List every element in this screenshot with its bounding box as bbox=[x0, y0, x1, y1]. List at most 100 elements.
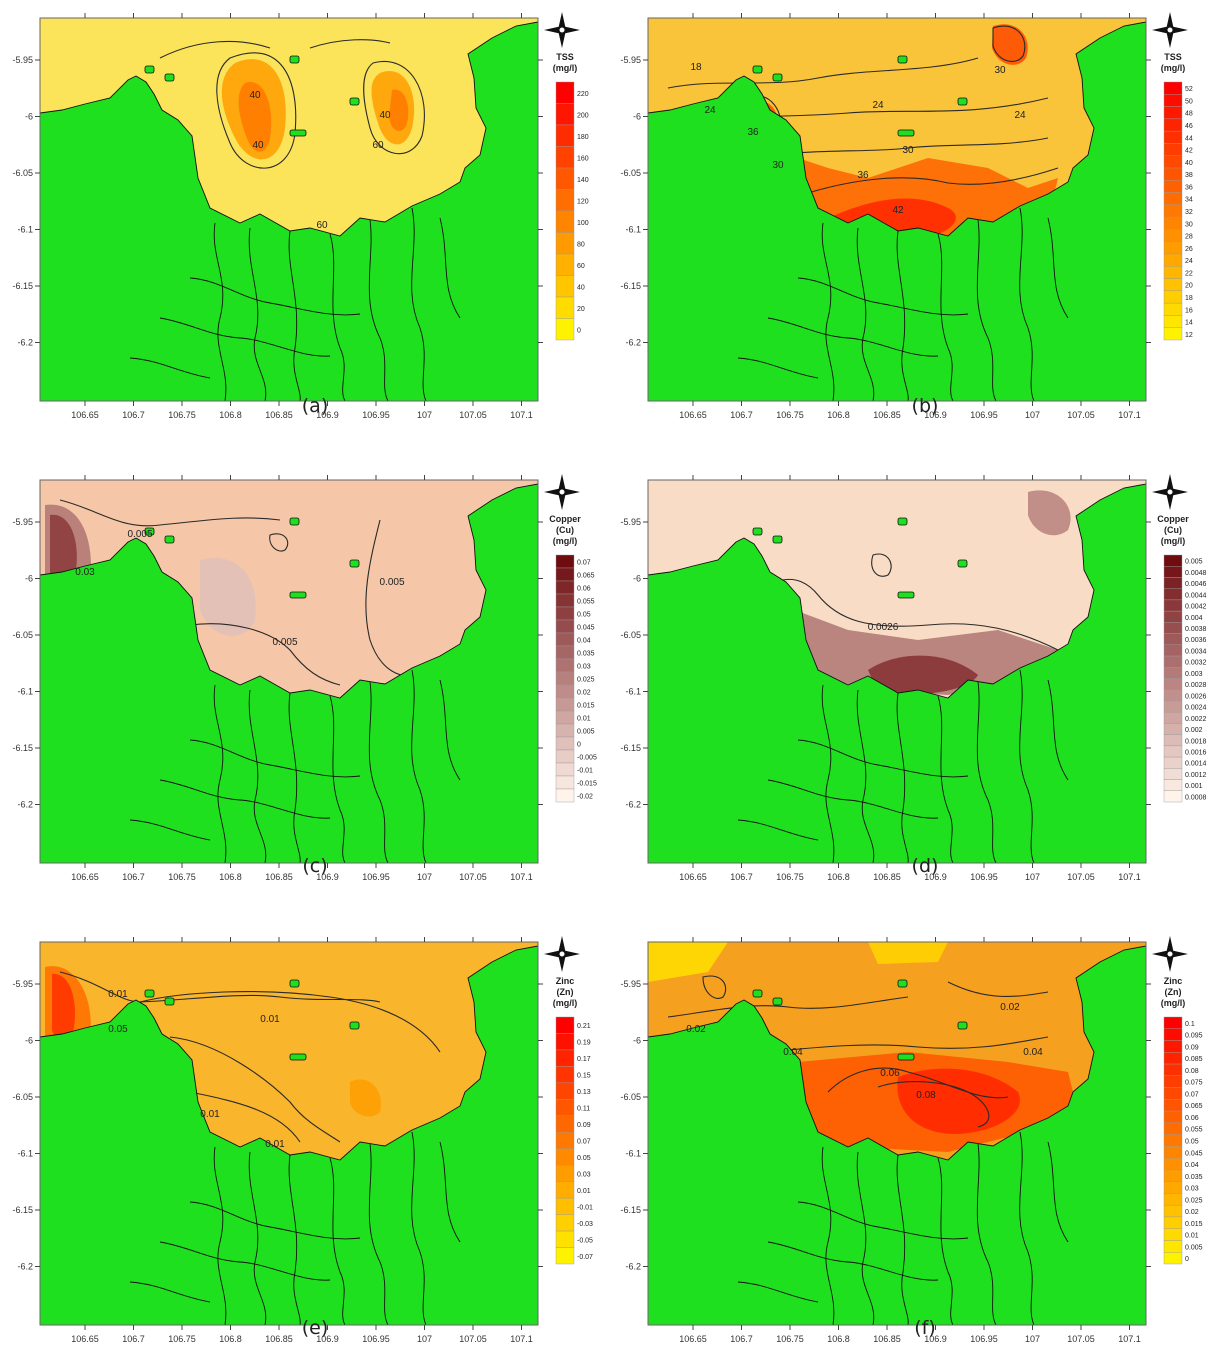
island bbox=[349, 1021, 360, 1030]
legend-swatch bbox=[1163, 253, 1183, 267]
river-line bbox=[129, 1281, 211, 1303]
island bbox=[957, 97, 968, 106]
legend-swatch bbox=[555, 253, 575, 276]
legend-swatch bbox=[1163, 130, 1183, 144]
river-line bbox=[1047, 679, 1069, 781]
legend-value: 0.04 bbox=[577, 638, 591, 645]
legend-swatch bbox=[1163, 1028, 1183, 1041]
river-line bbox=[896, 1154, 909, 1325]
contour-label: 30 bbox=[772, 160, 784, 171]
legend-swatch bbox=[1163, 1181, 1183, 1194]
contour-line bbox=[947, 981, 1049, 998]
x-tick-label: 106.65 bbox=[679, 410, 707, 420]
contour-line bbox=[59, 971, 381, 1003]
concentration-zone bbox=[238, 82, 272, 152]
y-tick-label: -6 bbox=[25, 1036, 33, 1046]
legend-swatch bbox=[555, 684, 575, 699]
contour-line bbox=[189, 1091, 301, 1143]
legend-swatch bbox=[1163, 745, 1183, 758]
concentration-zone bbox=[1028, 490, 1071, 536]
island bbox=[289, 129, 307, 137]
map-frame bbox=[39, 941, 539, 1326]
island bbox=[752, 527, 763, 536]
legend-swatch bbox=[555, 275, 575, 298]
x-tick-label: 107.05 bbox=[459, 1334, 487, 1344]
y-tick-label: -5.95 bbox=[620, 517, 641, 527]
legend-swatch bbox=[555, 167, 575, 190]
legend-value: 140 bbox=[577, 177, 589, 184]
legend-swatch bbox=[1163, 278, 1183, 292]
legend-swatch bbox=[555, 1214, 575, 1232]
legend-value: 0.0022 bbox=[1185, 716, 1207, 723]
island bbox=[144, 989, 155, 998]
river-line bbox=[288, 1154, 301, 1325]
concentration-zone bbox=[389, 89, 409, 131]
river-line bbox=[248, 1151, 267, 1325]
x-tick-label: 106.65 bbox=[71, 872, 99, 882]
island bbox=[957, 559, 968, 568]
legend-swatch bbox=[1163, 1252, 1183, 1265]
river-line bbox=[159, 1241, 331, 1281]
map-panel: 18 24 24 24 36 30 30 30 36 42 106.65 106.7 106.75 106… bbox=[608, 0, 1208, 440]
x-tick-label: 106.75 bbox=[776, 410, 804, 420]
legend-swatch bbox=[1163, 790, 1183, 803]
legend-value: 52 bbox=[1185, 86, 1193, 93]
legend-value: 0.01 bbox=[1185, 1233, 1199, 1240]
legend-value: 0.07 bbox=[577, 1139, 591, 1146]
x-tick-label: 106.65 bbox=[679, 1334, 707, 1344]
contour-map: 0.005 0.03 0.005 0.005 106.65 106.7 106.75 106.… bbox=[12, 474, 597, 882]
contour-line bbox=[169, 1036, 341, 1143]
legend-swatch bbox=[555, 658, 575, 673]
y-tick-label: -6.15 bbox=[12, 281, 33, 291]
river-line bbox=[129, 357, 211, 379]
river-line bbox=[1019, 1131, 1035, 1325]
legend-swatch bbox=[1163, 1134, 1183, 1147]
legend-swatch bbox=[1163, 1216, 1183, 1229]
legend-swatch bbox=[1163, 1157, 1183, 1171]
river-line bbox=[976, 1143, 997, 1325]
legend-value: 50 bbox=[1185, 98, 1193, 105]
contour-label: 42 bbox=[892, 205, 904, 216]
legend-swatch bbox=[555, 567, 575, 582]
contour-line bbox=[702, 975, 727, 999]
river-line bbox=[189, 277, 361, 316]
x-tick-label: 106.75 bbox=[776, 1334, 804, 1344]
legend-title: Zinc (Zn) (mg/l) bbox=[553, 976, 578, 1008]
river-line bbox=[411, 207, 427, 401]
legend-value: 0.065 bbox=[1185, 1103, 1203, 1110]
contour-label: 40 bbox=[252, 140, 264, 151]
legend-value: 44 bbox=[1185, 135, 1193, 142]
legend-value: 0.0034 bbox=[1185, 648, 1207, 655]
legend-value: 26 bbox=[1185, 246, 1193, 253]
legend-title: Copper (Cu) (mg/l) bbox=[1157, 514, 1189, 546]
legend-swatch bbox=[555, 1016, 575, 1034]
contour-line bbox=[159, 40, 271, 59]
legend-swatch bbox=[1163, 290, 1183, 304]
island bbox=[289, 591, 307, 599]
legend-swatch bbox=[555, 606, 575, 621]
river-line bbox=[439, 679, 461, 781]
river-line bbox=[937, 233, 954, 401]
river-line bbox=[1019, 669, 1035, 863]
x-tick-label: 106.95 bbox=[362, 872, 390, 882]
legend-swatch bbox=[555, 1066, 575, 1084]
x-tick-label: 107.1 bbox=[1118, 872, 1141, 882]
legend-swatch bbox=[1163, 779, 1183, 791]
legend-swatch bbox=[1163, 94, 1183, 107]
y-tick-label: -5.95 bbox=[12, 517, 33, 527]
contour-map: 18 24 24 24 36 30 30 30 36 42 106.65 106.7 106.75 106… bbox=[620, 12, 1193, 420]
legend-value: 60 bbox=[577, 263, 585, 270]
legend-value: 0.055 bbox=[577, 599, 595, 606]
y-tick-label: -5.95 bbox=[12, 979, 33, 989]
y-tick-label: -6.15 bbox=[620, 743, 641, 753]
legend-value: 0.003 bbox=[1185, 671, 1203, 678]
island bbox=[897, 55, 908, 64]
x-tick-label: 106.75 bbox=[168, 410, 196, 420]
legend-value: 0.05 bbox=[577, 612, 591, 619]
legend-value: 120 bbox=[577, 198, 589, 205]
contour-line bbox=[827, 1067, 1009, 1099]
contour-line bbox=[365, 519, 421, 677]
x-tick-label: 106.9 bbox=[316, 1334, 339, 1344]
legend-value: 0.045 bbox=[1185, 1150, 1203, 1157]
x-tick-label: 106.85 bbox=[265, 1334, 293, 1344]
